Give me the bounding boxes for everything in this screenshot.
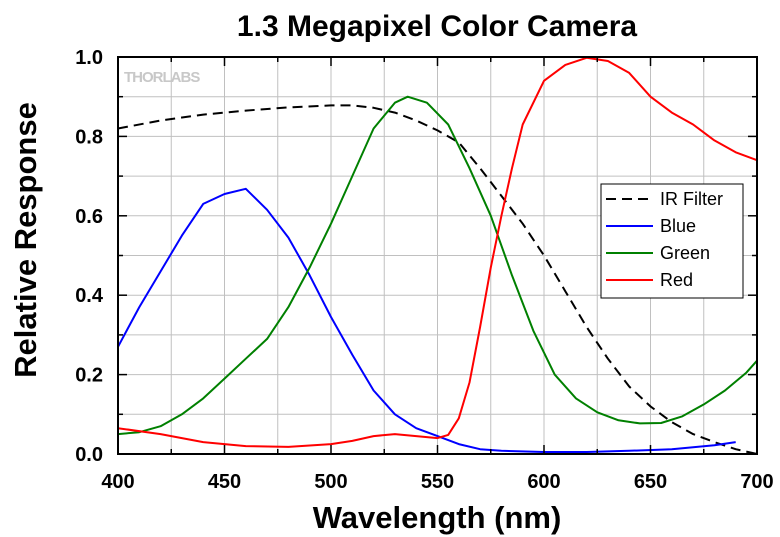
grid [118,57,757,454]
y-tick-label: 0.0 [75,444,103,466]
x-tick-label: 650 [634,471,667,493]
ticks [117,56,758,455]
thorlabs-watermark: THORLABS [124,69,200,86]
x-tick-label: 550 [421,471,454,493]
legend-label-ir-filter: IR Filter [660,189,723,209]
y-tick-label: 1.0 [75,47,103,69]
x-axis-label: Wavelength (nm) [313,500,562,535]
x-tick-label: 500 [314,471,347,493]
legend: IR Filter Blue Green Red [600,183,744,299]
y-tick-labels: 0.0 0.2 0.4 0.6 0.8 1.0 [75,47,104,466]
series-line-ir-filter [117,104,758,455]
x-tick-label: 450 [208,471,241,493]
y-tick-label: 0.2 [75,365,103,387]
series-line-green [117,95,758,436]
x-tick-labels: 400 450 500 550 600 650 700 [101,471,773,493]
series-line-blue [117,187,736,453]
series-group [117,56,758,455]
y-tick-label: 0.8 [75,126,103,148]
x-tick-label: 700 [740,471,773,493]
y-axis-label: Relative Response [8,102,43,378]
y-tick-label: 0.4 [75,285,104,307]
x-tick-label: 600 [527,471,560,493]
legend-label-blue: Blue [660,216,696,236]
chart-title: 1.3 Megapixel Color Camera [237,10,637,43]
y-tick-label: 0.6 [75,206,103,228]
x-tick-label: 400 [101,471,134,493]
legend-label-red: Red [660,270,693,290]
legend-label-green: Green [660,243,710,263]
series-line-red [117,56,758,448]
